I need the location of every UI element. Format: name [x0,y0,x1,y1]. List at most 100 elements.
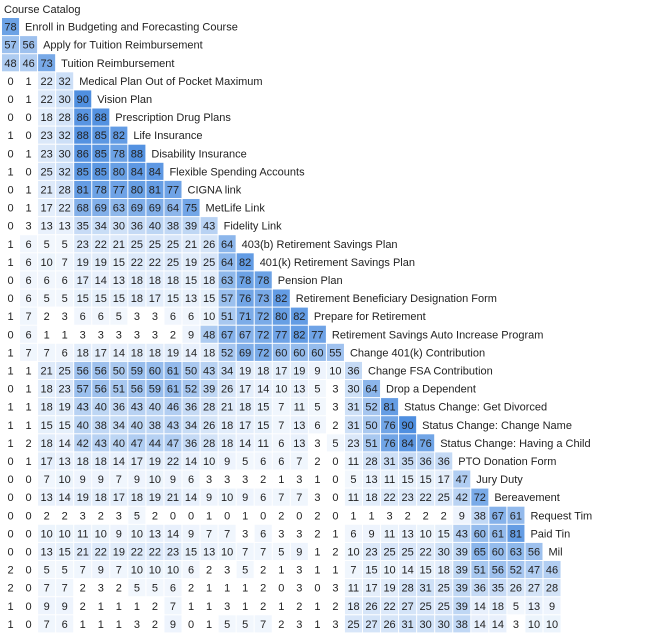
heatmap-cell-value: 3 [296,474,302,486]
heatmap-cell-value: 0 [7,329,13,341]
heatmap-cell [110,343,128,361]
heatmap-cell [56,72,74,90]
heatmap-cell-value: 60 [311,347,323,359]
heatmap-cell-value: 0 [26,510,32,522]
heatmap-cell-value: 0 [7,112,13,124]
heatmap-cell [200,325,218,343]
heatmap-cell [74,597,92,615]
heatmap-cell-value: 56 [492,565,504,577]
heatmap-cell [38,90,56,108]
heatmap-cell [399,506,417,524]
heatmap-cell-value: 1 [278,601,284,613]
heatmap-cell-value: 72 [257,329,269,341]
heatmap-cell [381,524,399,542]
heatmap-cell [38,597,56,615]
heatmap-cell-value: 0 [7,76,13,88]
heatmap-cell [453,597,471,615]
heatmap-cell [2,126,20,144]
heatmap-cell-value: 17 [239,420,251,432]
heatmap-cell-value: 56 [528,546,540,558]
heatmap-cell [74,470,92,488]
heatmap-cell-value: 48 [203,329,215,341]
heatmap-cell [200,452,218,470]
heatmap-cell [182,271,200,289]
heatmap-cell [164,380,182,398]
heatmap-cell [92,271,110,289]
heatmap-cell [110,416,128,434]
heatmap-cell-value: 2 [260,474,266,486]
heatmap-cell [308,470,326,488]
heatmap-cell [38,199,56,217]
heatmap-cell-value: 2 [296,601,302,613]
heatmap-cell-value: 17 [131,456,143,468]
heatmap-cell-value: 82 [113,130,125,142]
heatmap-cell-value: 5 [62,239,68,251]
heatmap-cell [236,470,254,488]
heatmap-cell [489,561,507,579]
heatmap-cell-value: 18 [203,275,215,287]
heatmap-cell [236,579,254,597]
heatmap-cell [56,253,74,271]
heatmap-cell-value: 80 [131,184,143,196]
heatmap-cell-value: 47 [456,474,468,486]
heatmap-cell [200,307,218,325]
heatmap-cell-value: 51 [474,565,486,577]
heatmap-cell-value: 1 [80,619,86,631]
heatmap-cell [128,579,146,597]
heatmap-cell [74,126,92,144]
heatmap-cell [326,416,344,434]
heatmap-cell [290,452,308,470]
heatmap-cell [56,488,74,506]
heatmap-cell-value: 17 [239,384,251,396]
heatmap-cell [471,597,489,615]
heatmap-cell-value: 30 [113,221,125,233]
heatmap-cell [74,380,92,398]
heatmap-cell [146,579,164,597]
heatmap-cell [218,524,236,542]
heatmap-cell [74,506,92,524]
heatmap-cell-value: 3 [242,474,248,486]
heatmap-cell-value: 3 [134,619,140,631]
heatmap-cell-value: 1 [242,583,248,595]
heatmap-cell-value: 64 [365,384,377,396]
heatmap-cell-value: 0 [26,528,32,540]
heatmap-cell [20,361,38,379]
heatmap-cell [110,615,128,633]
heatmap-cell [164,289,182,307]
heatmap-cell-value: 35 [77,221,89,233]
heatmap-cell [254,470,272,488]
heatmap-cell-value: 11 [384,474,395,486]
heatmap-cell [381,615,399,633]
heatmap-cell [399,561,417,579]
heatmap-cell-value: 3 [314,492,320,504]
heatmap-cell-value: 6 [98,311,104,323]
heatmap-cell-value: 17 [41,203,53,215]
heatmap-cell-value: 15 [402,474,414,486]
heatmap-cell [2,434,20,452]
heatmap-cell [20,380,38,398]
heatmap-cell-value: 22 [41,94,53,106]
heatmap-cell-value: 3 [242,528,248,540]
heatmap-cell [38,180,56,198]
heatmap-cell [38,524,56,542]
heatmap-cell [525,597,543,615]
heatmap-cell [128,289,146,307]
heatmap-cell-value: 3 [116,329,122,341]
heatmap-cell [56,126,74,144]
heatmap-cell [110,452,128,470]
heatmap-cell [272,561,290,579]
heatmap-cell-value: 2 [314,510,320,522]
heatmap-cell-value: 5 [242,619,248,631]
heatmap-cell [128,380,146,398]
heatmap-cell-value: 5 [314,402,320,414]
heatmap-cell-value: 0 [170,510,176,522]
row-label: Life Insurance [133,130,202,142]
heatmap-cell [74,90,92,108]
heatmap-cell [74,416,92,434]
heatmap-cell-value: 13 [59,221,71,233]
heatmap-cell [182,253,200,271]
heatmap-cell [56,434,74,452]
heatmap-cell-value: 9 [44,601,50,613]
heatmap-cell [381,416,399,434]
heatmap-cell-value: 3 [224,474,230,486]
